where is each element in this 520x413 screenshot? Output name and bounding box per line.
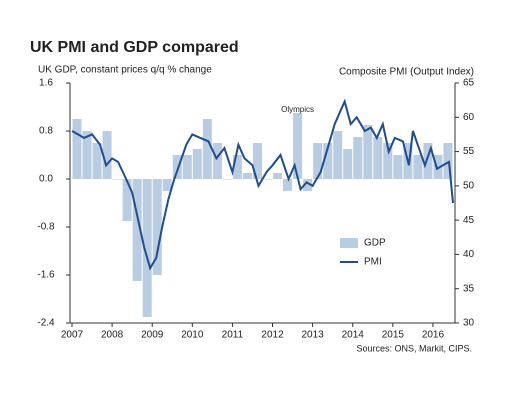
gdp-bar [363, 125, 373, 179]
x-tick-label: 2012 [261, 330, 284, 341]
x-tick-label: 2008 [101, 330, 124, 341]
x-tick-label: 2014 [342, 330, 365, 341]
y2-tick-label: 55 [463, 146, 475, 157]
x-tick-label: 2010 [181, 330, 204, 341]
y-tick-label: -0.8 [37, 222, 55, 233]
y2-tick-label: 40 [463, 249, 475, 260]
gdp-bar [122, 179, 132, 221]
y-axis-label: UK GDP, constant prices q/q % change [38, 65, 212, 76]
gdp-bar [293, 113, 303, 179]
gdp-bar [182, 155, 192, 179]
x-tick-label: 2016 [422, 330, 445, 341]
y-tick-label: 0.8 [39, 126, 53, 137]
y2-axis-label: Composite PMI (Output Index) [339, 67, 474, 78]
gdp-bar [283, 179, 293, 191]
gdp-bar [393, 155, 403, 179]
x-tick-label: 2007 [61, 330, 84, 341]
y2-tick-label: 35 [463, 283, 475, 294]
x-tick-label: 2013 [302, 330, 325, 341]
x-tick-label: 2015 [382, 330, 405, 341]
gdp-bar [273, 173, 283, 179]
gdp-bar [383, 143, 393, 179]
y-tick-label: -1.6 [37, 270, 55, 281]
gdp-bar [353, 137, 363, 179]
gdp-bar [373, 137, 383, 179]
gdp-bar [343, 149, 353, 179]
gdp-bar [202, 119, 212, 179]
gdp-bar [262, 179, 273, 180]
x-tick-label: 2011 [222, 330, 244, 341]
chart-title: UK PMI and GDP compared [30, 39, 239, 56]
gdp-bar [142, 179, 152, 317]
legend-swatch [340, 238, 358, 248]
y-tick-label: 1.6 [39, 78, 53, 89]
gdp-bar [192, 149, 202, 179]
y-tick-label: -2.4 [37, 318, 55, 329]
gdp-bar [413, 155, 423, 179]
legend-label: GDP [364, 238, 386, 249]
gdp-bar [222, 179, 232, 180]
y2-tick-label: 65 [463, 78, 475, 89]
y2-tick-label: 60 [463, 112, 475, 123]
gdp-bar [232, 155, 242, 179]
source: Sources: ONS, Markit, CIPS. [356, 343, 472, 353]
gdp-bar [102, 131, 112, 179]
pmi-line [71, 98, 454, 271]
gdp-bar [423, 143, 433, 179]
gdp-bar [152, 179, 162, 275]
y2-tick-label: 45 [463, 215, 475, 226]
gdp-bar [313, 143, 323, 179]
gdp-bar [433, 155, 443, 179]
gdp-bar [82, 131, 92, 179]
gdp-bar [242, 173, 252, 179]
gdp-bar [132, 179, 142, 281]
x-tick-label: 2009 [141, 330, 164, 341]
gdp-bar [172, 155, 182, 179]
y2-tick-label: 50 [463, 180, 475, 191]
y-tick-label: 0.0 [39, 174, 53, 185]
gdp-bar [112, 179, 122, 180]
gdp-bar [162, 179, 172, 191]
gdp-bar [252, 143, 262, 179]
gdp-bar [333, 131, 343, 179]
annotation: Olympics [281, 105, 314, 114]
y2-tick-label: 30 [463, 318, 475, 329]
gdp-bar [443, 143, 453, 179]
gdp-bar [92, 143, 102, 179]
gdp-bar [212, 143, 222, 179]
legend-label: PMI [364, 257, 382, 268]
gdp-bar [72, 119, 82, 179]
gdp-bar [323, 143, 333, 179]
gdp-bar [303, 179, 313, 191]
